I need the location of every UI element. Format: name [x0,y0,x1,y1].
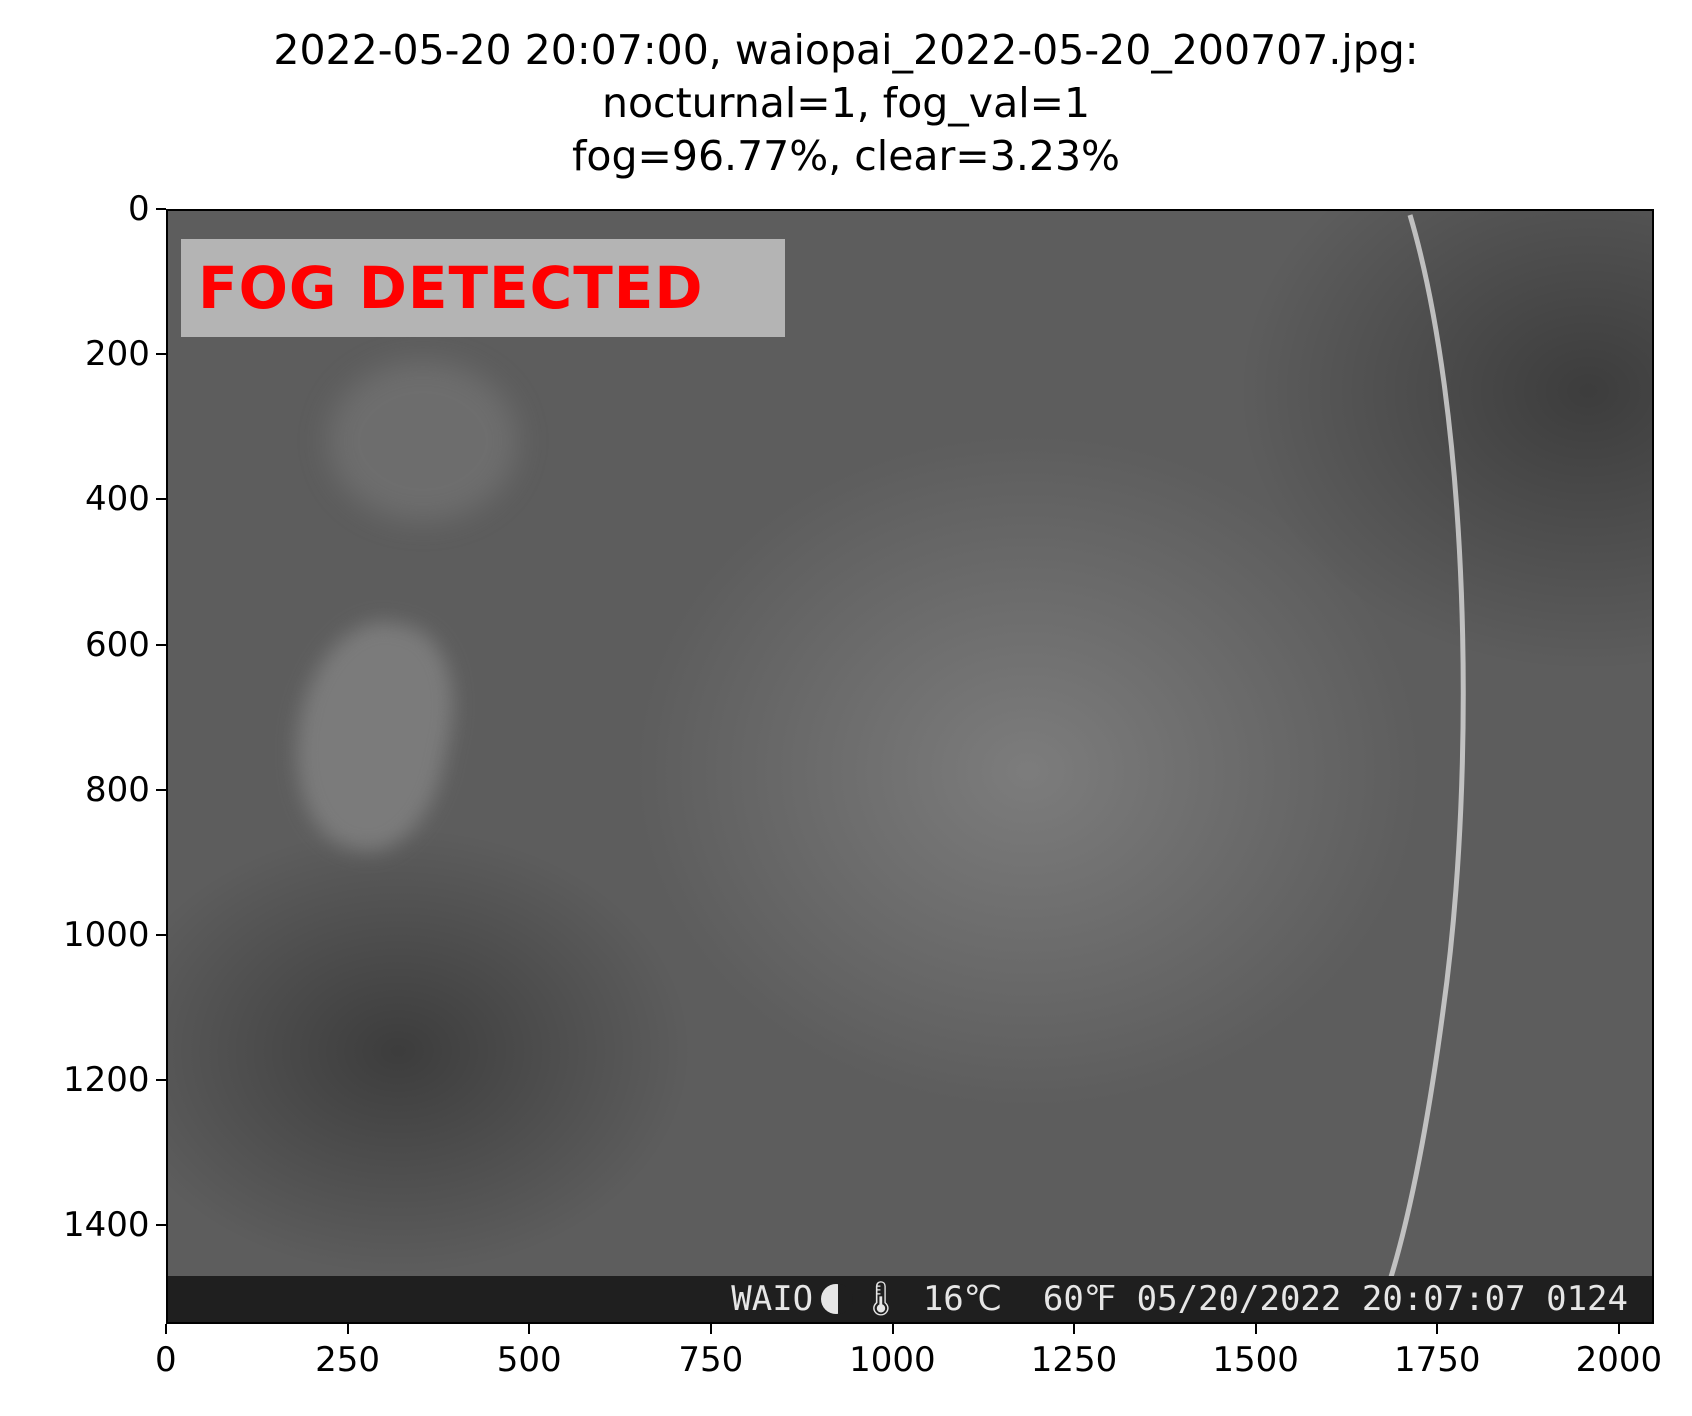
stamp-date: 05/20/2022 [1136,1279,1342,1319]
y-tick-label: 0 [128,189,150,229]
x-tick-label: 1000 [849,1340,936,1380]
figure-title: 2022-05-20 20:07:00, waiopai_2022-05-20_… [0,24,1692,183]
x-tick [1254,1324,1257,1334]
fog-glow-upper [328,361,518,521]
x-tick [709,1324,712,1334]
y-tick-label: 600 [85,624,150,665]
x-tick [346,1324,349,1334]
y-tick-label: 1000 [63,914,150,955]
stamp-temp-f: 60℉ [1042,1279,1117,1319]
y-tick [156,1224,166,1227]
camera-stamp-bar: WAIO 🌡 16℃ 60℉ 05/20/2022 20:07:07 0124 [168,1276,1652,1322]
stamp-frame: 0124 [1546,1279,1628,1319]
y-tick [156,1079,166,1082]
fog-detected-label: FOG DETECTED [181,239,785,337]
x-tick [1618,1324,1621,1334]
x-tick [165,1324,167,1334]
y-tick-label: 1400 [63,1205,150,1246]
x-tick-label: 1500 [1212,1340,1299,1380]
y-tick [156,208,166,210]
x-tick-label: 250 [315,1340,381,1380]
y-tick-label: 400 [85,479,150,520]
x-tick-label: 1250 [1030,1340,1118,1380]
y-tick [156,933,166,936]
fog-detected-text: FOG DETECTED [198,254,704,322]
y-tick-label: 1200 [63,1060,150,1101]
x-tick-label: 500 [496,1340,562,1380]
title-line-2: nocturnal=1, fog_val=1 [601,79,1091,127]
x-tick-label: 1750 [1393,1340,1481,1380]
y-tick-label: 800 [85,769,150,810]
camera-image: FOG DETECTED WAIO 🌡 16℃ 60℉ 05/20/2022 2… [166,209,1654,1324]
title-line-1: 2022-05-20 20:07:00, waiopai_2022-05-20_… [273,26,1419,74]
x-tick [1436,1324,1439,1334]
x-tick [1073,1324,1076,1334]
x-tick [528,1324,531,1334]
y-tick [156,643,166,646]
light-streak [1372,214,1466,1322]
moon-phase-icon [821,1284,854,1314]
stamp-temp-c: 16℃ [922,1279,1002,1319]
y-tick [156,788,166,791]
x-tick-label: 0 [155,1340,177,1380]
y-tick-label: 200 [85,334,150,375]
title-line-3: fog=96.77%, clear=3.23% [571,132,1121,180]
stamp-time: 20:07:07 [1361,1279,1526,1319]
x-tick-label: 750 [678,1340,744,1380]
stamp-site: WAIO [731,1279,814,1319]
y-tick [156,498,166,501]
x-tick-label: 2000 [1575,1340,1663,1380]
thermometer-icon: 🌡 [859,1279,903,1319]
x-tick [891,1324,894,1334]
y-tick [156,353,166,356]
